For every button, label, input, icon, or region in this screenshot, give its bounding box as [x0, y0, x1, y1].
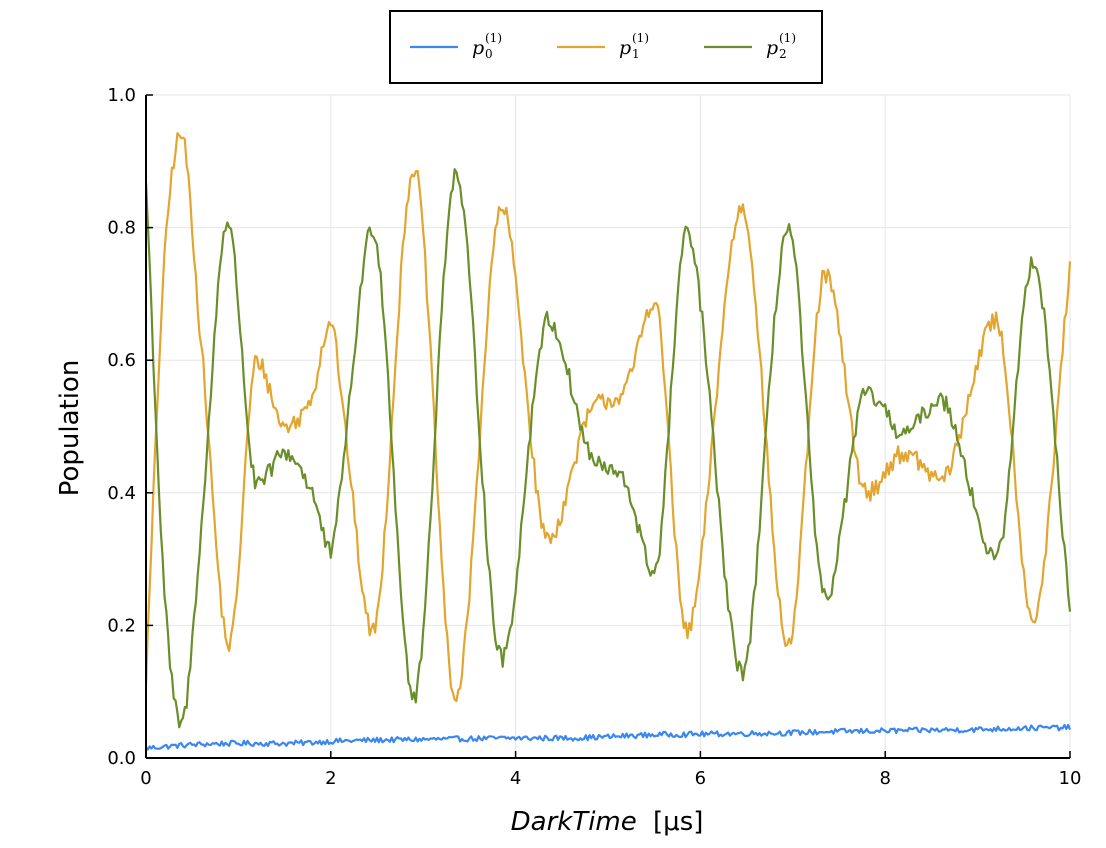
y-tick-label: 0.2: [107, 615, 136, 636]
x-axis-title-main: DarkTime: [511, 807, 637, 837]
grid: [146, 94, 1071, 758]
x-axis-title-unit: [μs]: [653, 807, 703, 837]
legend-subscript: 2: [779, 47, 787, 61]
y-tick-label: 0.4: [107, 483, 136, 504]
x-tick-label: 6: [695, 768, 706, 789]
series-line-0: [145, 723, 1072, 751]
y-tick-label: 0.0: [107, 748, 136, 769]
legend-item-1: p 1 (1): [557, 31, 649, 61]
series-layer: [144, 132, 1072, 751]
legend-item-2: p 2 (1): [704, 31, 796, 61]
x-axis-title: DarkTime [μs]: [511, 807, 704, 837]
series-line-1: [144, 132, 1072, 703]
legend: p 0(1) p 1(1) p 2(1): [389, 10, 823, 84]
x-tick-label: 2: [325, 768, 336, 789]
y-tick-label: 1.0: [107, 85, 136, 106]
legend-superscript: (1): [485, 31, 502, 45]
x-tick-label: 4: [510, 768, 521, 789]
legend-superscript: (1): [779, 31, 796, 45]
legend-label: p: [766, 37, 778, 59]
legend-superscript: (1): [632, 31, 649, 45]
x-tick-label: 8: [879, 768, 890, 789]
y-axis-title: Population: [55, 360, 85, 497]
ticks: 0 2 4 6 8 10 0.0 0.2 0.4 0.6 0.8 1.0: [107, 85, 1081, 789]
x-tick-label: 0: [140, 768, 151, 789]
y-tick-label: 0.6: [107, 350, 136, 371]
legend-subscript: 1: [632, 47, 640, 61]
legend-label: p: [472, 37, 484, 59]
series-line-2: [144, 168, 1072, 729]
legend-label: p: [619, 37, 631, 59]
x-tick-label: 10: [1059, 768, 1082, 789]
legend-subscript: 0: [485, 47, 493, 61]
legend-item-0: p 0 (1): [410, 31, 502, 61]
y-tick-label: 0.8: [107, 218, 136, 239]
